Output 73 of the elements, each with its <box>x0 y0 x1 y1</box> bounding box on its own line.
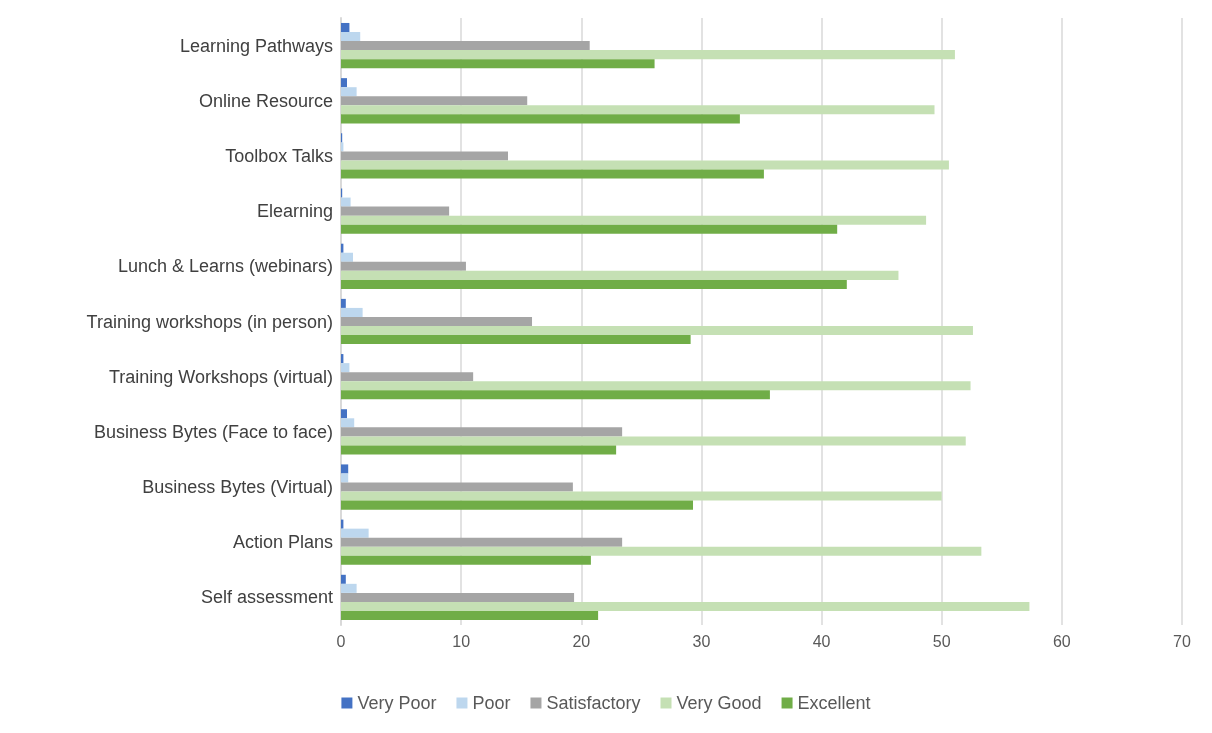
bar <box>341 482 573 492</box>
bar <box>341 160 949 170</box>
bar <box>341 390 770 400</box>
bar <box>341 279 847 289</box>
bar <box>341 215 927 225</box>
y-tick-label: Toolbox Talks <box>225 145 333 166</box>
y-tick-label: Elearning <box>256 201 333 222</box>
bar <box>341 32 361 42</box>
bar <box>341 50 955 60</box>
bar <box>341 87 357 97</box>
y-tick-label: Training Workshops (virtual) <box>108 366 333 387</box>
x-tick-label: 10 <box>452 632 471 650</box>
y-tick-label: Action Plans <box>232 532 333 553</box>
bar <box>341 528 369 538</box>
bar <box>341 601 1030 611</box>
bar <box>341 151 508 161</box>
bar <box>341 169 764 179</box>
bar <box>341 335 691 345</box>
legend-label: Poor <box>472 693 511 713</box>
x-tick-label: 60 <box>1052 632 1071 650</box>
x-tick-label: 30 <box>692 632 711 650</box>
bar <box>341 592 575 602</box>
bar <box>341 326 973 336</box>
bar <box>341 546 982 556</box>
x-tick-label: 40 <box>812 632 831 650</box>
bar <box>341 307 363 317</box>
bar <box>341 78 348 88</box>
bar <box>341 114 740 124</box>
bar <box>341 206 450 216</box>
x-tick-label: 70 <box>1173 632 1191 650</box>
bar <box>341 197 351 207</box>
bar <box>341 252 354 262</box>
bar <box>341 464 349 474</box>
bar <box>341 427 623 437</box>
x-tick-label: 20 <box>572 632 591 650</box>
y-tick-label: Online Resource <box>198 90 333 111</box>
x-tick-label: 50 <box>932 632 951 650</box>
y-tick-label: Learning Pathways <box>179 35 333 56</box>
bar <box>341 372 474 382</box>
legend-label: Excellent <box>797 693 871 713</box>
bar <box>341 473 349 483</box>
bar <box>341 59 655 69</box>
bar <box>341 491 942 501</box>
bar <box>341 555 591 565</box>
y-tick-label: Training workshops (in person) <box>86 311 333 332</box>
bar <box>341 96 528 106</box>
bar <box>341 298 346 308</box>
bar <box>341 583 357 593</box>
bar <box>341 41 590 51</box>
y-tick-label: Self assessment <box>200 587 333 608</box>
bar <box>341 22 350 33</box>
bar <box>341 537 623 547</box>
bar <box>341 610 599 621</box>
bar <box>341 270 899 280</box>
bar <box>341 261 466 271</box>
bar <box>341 224 838 234</box>
legend-label: Very Good <box>676 693 762 713</box>
bar <box>341 409 348 419</box>
legend-label: Satisfactory <box>546 693 641 713</box>
y-tick-label: Business Bytes (Virtual) <box>142 477 333 498</box>
bar <box>341 445 617 455</box>
y-tick-label: Business Bytes (Face to face) <box>93 421 333 442</box>
bar <box>341 105 935 115</box>
y-tick-label: Lunch & Learns (webinars) <box>117 256 333 277</box>
bar <box>341 363 350 373</box>
bar <box>341 574 346 584</box>
legend-label: Very Poor <box>357 693 437 713</box>
bar <box>341 500 694 510</box>
bar <box>341 436 966 446</box>
bar <box>341 381 971 391</box>
x-tick-label: 0 <box>336 632 346 650</box>
bar <box>341 316 533 327</box>
bar <box>341 418 355 428</box>
